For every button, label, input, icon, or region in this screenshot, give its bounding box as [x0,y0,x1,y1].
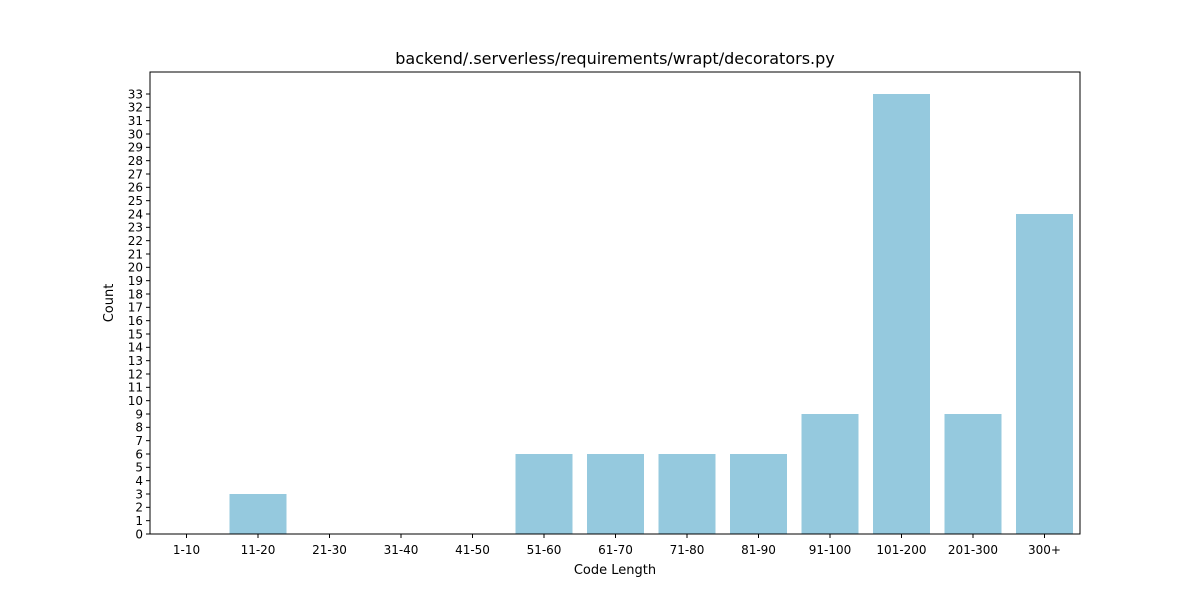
x-tick-label: 300+ [1028,543,1061,557]
x-tick-label: 91-100 [809,543,852,557]
bar-11-20 [229,494,287,534]
y-tick-label: 21 [128,247,143,261]
y-tick-label: 29 [128,141,143,155]
x-tick-label: 71-80 [670,543,705,557]
y-tick-label: 20 [128,261,143,275]
y-tick-label: 12 [128,367,143,381]
y-tick-label: 19 [128,274,143,288]
y-tick-label: 0 [135,527,143,541]
x-tick-label: 201-300 [948,543,998,557]
y-tick-label: 30 [128,127,143,141]
y-tick-label: 18 [128,287,143,301]
bar-81-90 [730,454,787,534]
x-axis: 1-10 11-20 21-30 31-40 41-50 51-60 61-70 71-80 8… [173,534,1061,557]
x-axis-label: Code Length [574,563,656,578]
y-tick-label: 17 [128,301,143,315]
x-tick-label: 31-40 [384,543,419,557]
y-tick-label: 5 [135,461,143,475]
y-tick-label: 16 [128,314,143,328]
x-tick-label: 11-20 [241,543,276,557]
y-tick-label: 26 [128,181,143,195]
y-tick-label: 28 [128,154,143,168]
y-tick-label: 8 [135,421,143,435]
y-tick-label: 4 [135,474,143,488]
y-tick-label: 23 [128,221,143,235]
bars-group [229,94,1073,534]
y-tick-label: 15 [128,327,143,341]
bar-51-60 [515,454,573,534]
y-tick-label: 11 [128,381,143,395]
x-tick-label: 21-30 [312,543,347,557]
y-tick-label: 32 [128,101,143,115]
bar-300+ [1016,214,1073,534]
y-tick-label: 27 [128,167,143,181]
y-tick-label: 2 [135,501,143,515]
y-tick-label: 7 [135,434,143,448]
y-tick-label: 33 [128,87,143,101]
bar-71-80 [658,454,716,534]
y-tick-label: 22 [128,234,143,248]
plot-frame [149,71,1081,535]
x-tick-label: 81-90 [741,543,776,557]
y-tick-label: 6 [135,447,143,461]
bar-201-300 [944,414,1002,534]
y-tick-label: 31 [128,114,143,128]
x-tick-label: 41-50 [455,543,490,557]
y-tick-label: 24 [128,207,143,221]
bar-91-100 [801,414,859,534]
y-tick-label: 10 [128,394,143,408]
x-tick-label: 51-60 [527,543,562,557]
y-tick-label: 3 [135,487,143,501]
y-tick-label: 14 [128,341,143,355]
chart-title: backend/.serverless/requirements/wrapt/d… [395,49,834,68]
bar-61-70 [587,454,644,534]
bar-101-200 [873,94,930,534]
y-tick-label: 25 [128,194,143,208]
x-tick-label: 1-10 [173,543,200,557]
y-tick-label: 1 [135,514,143,528]
y-axis: 0123456789101112131415161718192021222324… [128,87,150,541]
y-tick-label: 13 [128,354,143,368]
x-tick-label: 61-70 [598,543,633,557]
y-tick-label: 9 [135,407,143,421]
y-axis-label: Count [102,284,117,323]
x-tick-label: 101-200 [876,543,926,557]
